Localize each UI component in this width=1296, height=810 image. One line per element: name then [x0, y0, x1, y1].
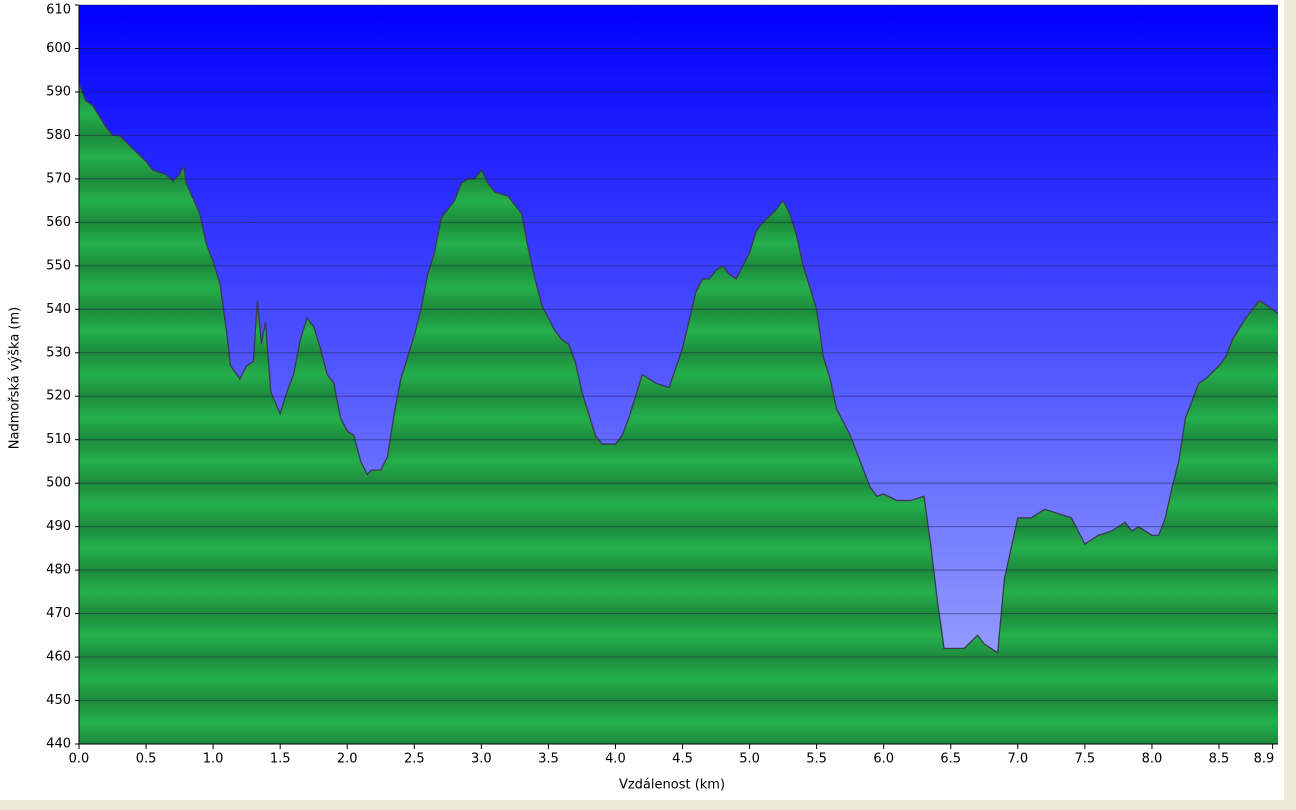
y-tick-label: 510 — [46, 432, 71, 447]
x-tick-label: 0.0 — [69, 752, 90, 767]
x-tick-label: 6.0 — [873, 752, 894, 767]
x-tick-label: 7.0 — [1007, 752, 1028, 767]
x-tick-label: 8.5 — [1209, 752, 1230, 767]
y-tick-label: 580 — [46, 128, 71, 143]
y-tick-label: 480 — [46, 563, 71, 578]
y-tick-label: 590 — [46, 84, 71, 99]
y-tick-label: 530 — [46, 345, 71, 360]
y-tick-label: 550 — [46, 258, 71, 273]
y-tick-label: 450 — [46, 693, 71, 708]
x-tick-label: 8.9 — [1254, 752, 1275, 767]
x-tick-label: 5.0 — [739, 752, 760, 767]
x-axis-title: Vzdálenost (km) — [619, 778, 725, 793]
y-tick-label: 440 — [46, 737, 71, 752]
elevation-line — [78, 83, 1279, 654]
x-tick-label: 0.5 — [136, 752, 157, 767]
x-tick-label: 3.5 — [538, 752, 559, 767]
y-tick-label: 600 — [46, 41, 71, 56]
x-tick-label: 5.5 — [806, 752, 827, 767]
y-tick-label: 570 — [46, 171, 71, 186]
x-tick-label: 7.5 — [1075, 752, 1096, 767]
x-tick-label: 4.5 — [672, 752, 693, 767]
elevation-area — [79, 83, 1278, 744]
y-tick-label: 460 — [46, 650, 71, 665]
x-tick-label: 3.0 — [471, 752, 492, 767]
x-tick-label: 4.0 — [605, 752, 626, 767]
x-tick-label: 2.5 — [404, 752, 425, 767]
x-tick-label: 1.5 — [270, 752, 291, 767]
x-tick-label: 6.5 — [940, 752, 961, 767]
x-tick-label: 8.0 — [1142, 752, 1163, 767]
x-tick-label: 2.0 — [337, 752, 358, 767]
y-axis-title: Nadmořská výška (m) — [8, 307, 23, 449]
x-tick-label: 1.0 — [203, 752, 224, 767]
y-tick-label: 490 — [46, 519, 71, 534]
y-tick-label: 520 — [46, 389, 71, 404]
y-tick-label: 540 — [46, 302, 71, 317]
y-tick-label: 610 — [46, 3, 71, 18]
y-tick-label: 470 — [46, 606, 71, 621]
y-tick-label: 500 — [46, 476, 71, 491]
y-tick-label: 560 — [46, 215, 71, 230]
